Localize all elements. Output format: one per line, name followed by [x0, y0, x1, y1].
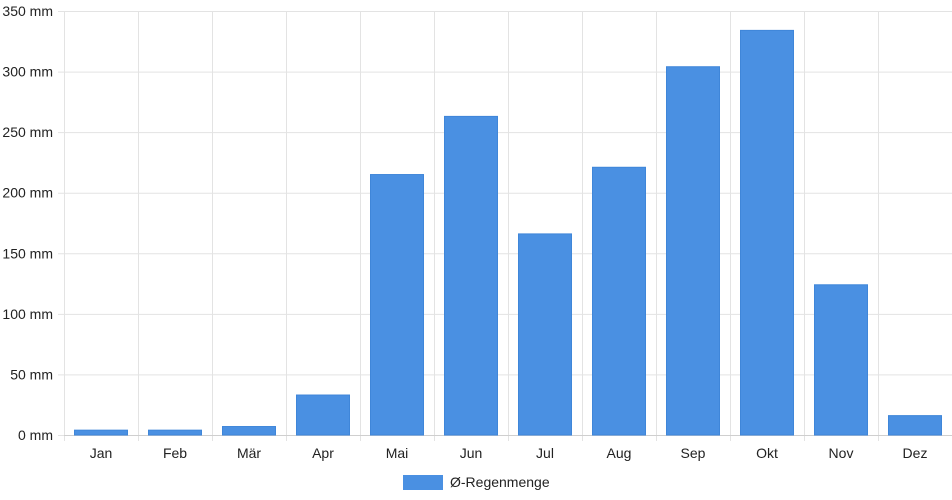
x-tick-label: Jun	[460, 445, 483, 461]
bar-apr[interactable]	[296, 394, 350, 436]
bars	[74, 29, 942, 436]
y-tick-label: 50 mm	[10, 366, 53, 382]
y-tick-label: 100 mm	[2, 306, 53, 322]
x-tick-label: Jan	[90, 445, 113, 461]
y-tick-label: 350 mm	[2, 3, 53, 19]
bar-mai[interactable]	[370, 174, 424, 436]
x-tick-label: Apr	[312, 445, 334, 461]
x-tick-label: Feb	[163, 445, 187, 461]
x-tick-label: Okt	[756, 445, 778, 461]
bar-feb[interactable]	[148, 429, 202, 436]
bar-aug[interactable]	[592, 166, 646, 436]
y-tick-label: 200 mm	[2, 185, 53, 201]
x-tick-label: Mai	[386, 445, 409, 461]
bar-sep[interactable]	[666, 66, 720, 436]
y-tick-label: 250 mm	[2, 124, 53, 140]
bar-jun[interactable]	[444, 115, 498, 436]
legend-swatch[interactable]	[403, 475, 443, 490]
grid-lines	[58, 11, 952, 441]
legend-label[interactable]: Ø-Regenmenge	[450, 474, 550, 490]
bar-okt[interactable]	[740, 29, 794, 436]
x-tick-label: Sep	[681, 445, 706, 461]
bar-jul[interactable]	[518, 233, 572, 436]
x-tick-label: Aug	[607, 445, 632, 461]
bar-mär[interactable]	[222, 426, 276, 436]
bar-nov[interactable]	[814, 284, 868, 436]
x-tick-label: Jul	[536, 445, 554, 461]
y-axis: 0 mm 50 mm 100 mm 150 mm 200 mm 250 mm 300 mm 3…	[2, 3, 53, 443]
y-tick-label: 0 mm	[18, 427, 53, 443]
y-tick-label: 300 mm	[2, 64, 53, 80]
bar-dez[interactable]	[888, 415, 942, 436]
legend[interactable]: Ø-Regenmenge	[403, 474, 550, 490]
bar-jan[interactable]	[74, 429, 128, 436]
y-tick-label: 150 mm	[2, 245, 53, 261]
x-axis: Jan Feb Mär Apr Mai Jun Jul Aug Sep Okt Nov Dez	[64, 435, 952, 461]
x-tick-label: Mär	[237, 445, 261, 461]
x-tick-label: Nov	[829, 445, 854, 461]
x-tick-label: Dez	[903, 445, 928, 461]
